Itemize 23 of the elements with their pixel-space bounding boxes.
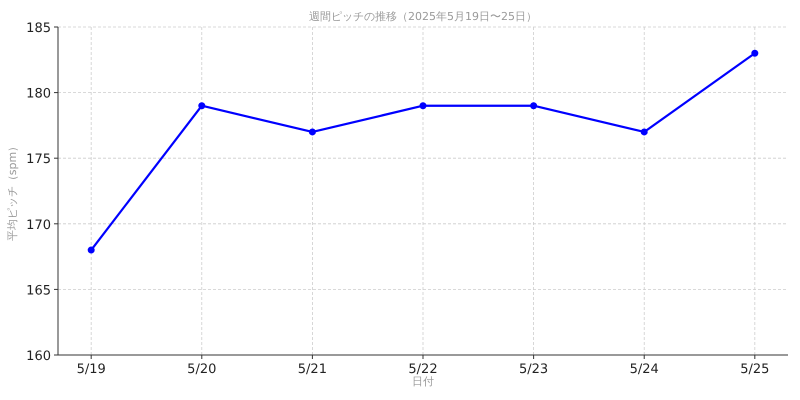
point [198, 102, 206, 110]
y-tick-label: 165 [26, 283, 51, 298]
chart-title: 週間ピッチの推移（2025年5月19日〜25日） [309, 10, 537, 23]
point [420, 102, 426, 110]
point [640, 128, 648, 136]
point [751, 50, 758, 57]
y-tick-label: 175 [26, 152, 51, 168]
x-tick-label: 5/22 [408, 362, 438, 377]
y-tick-label: 180 [26, 86, 51, 102]
x-tick-label: 5/25 [740, 362, 770, 377]
y-axis-title: 平均ピッチ（spm） [6, 140, 19, 242]
y-tick-label: 170 [26, 218, 51, 233]
x-axis-title: 日付 [412, 375, 434, 388]
point [308, 128, 316, 136]
point [88, 246, 95, 254]
y-tick-label: 160 [26, 349, 51, 364]
x-tick-label: 5/24 [630, 362, 659, 377]
x-tick-label: 5/21 [298, 362, 327, 377]
point [530, 102, 538, 110]
x-tick-label: 5/20 [187, 362, 216, 377]
x-tick-label: 5/23 [519, 362, 548, 377]
y-tick-label: 185 [26, 21, 51, 36]
x-tick-label: 5/19 [76, 362, 106, 377]
